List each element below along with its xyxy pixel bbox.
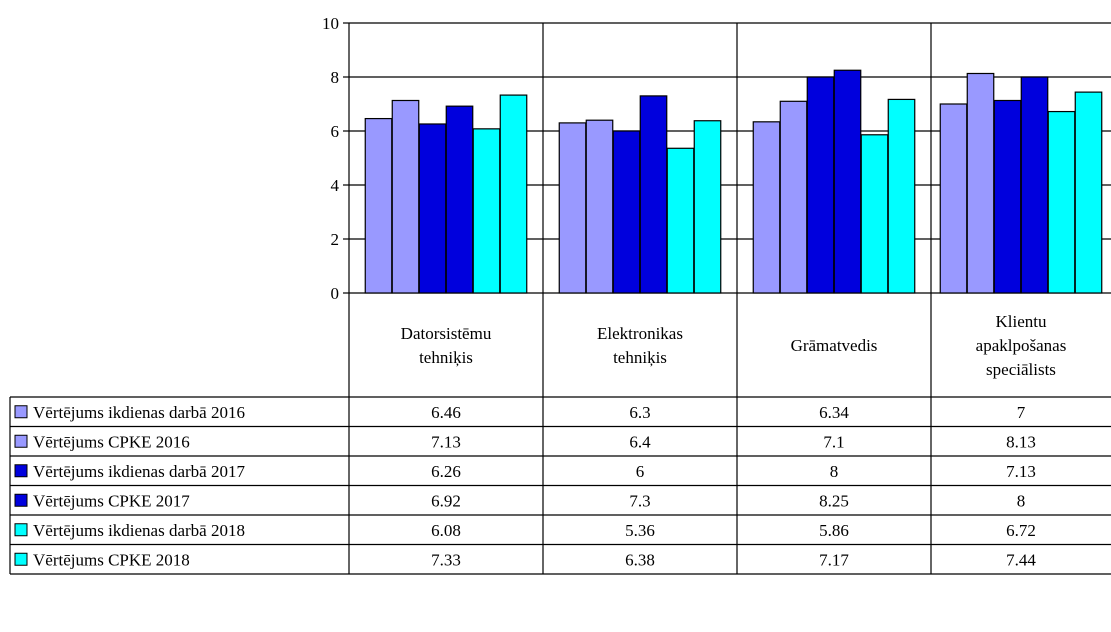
bar bbox=[472, 128, 501, 294]
bar bbox=[666, 147, 695, 294]
data-cell-value: 7.13 bbox=[431, 432, 461, 451]
category-label: Datorsistēmu tehniķis bbox=[401, 324, 492, 367]
data-cell-value: 6.26 bbox=[431, 462, 461, 481]
data-cell-value: 7.1 bbox=[823, 432, 844, 451]
y-tick-label: 10 bbox=[322, 14, 339, 33]
data-cell-value: 8 bbox=[830, 462, 839, 481]
bar bbox=[1047, 110, 1076, 294]
y-tick-label: 4 bbox=[331, 176, 340, 195]
legend-label: Vērtējums CPKE 2018 bbox=[33, 550, 190, 569]
y-tick-label: 2 bbox=[331, 230, 340, 249]
bar bbox=[860, 134, 889, 294]
y-tick-label: 0 bbox=[331, 284, 340, 303]
bar bbox=[585, 119, 614, 294]
data-cell-value: 7.33 bbox=[431, 550, 461, 569]
bar bbox=[1020, 76, 1049, 294]
chart-bars bbox=[364, 69, 1103, 294]
bar bbox=[418, 123, 447, 294]
legend-label: Vērtējums CPKE 2017 bbox=[33, 491, 190, 510]
bar bbox=[939, 103, 968, 294]
data-cell-value: 6.34 bbox=[819, 403, 849, 422]
category-label-line: Elektronikas bbox=[597, 324, 683, 343]
category-label-line: apaklpošanas bbox=[976, 336, 1067, 355]
category-label-line: speciālists bbox=[986, 360, 1056, 379]
legend-swatch bbox=[14, 434, 28, 448]
legend-label: Vērtējums ikdienas darbā 2018 bbox=[33, 521, 245, 540]
bar bbox=[558, 122, 587, 294]
data-cell-value: 6.46 bbox=[431, 403, 461, 422]
category-label-line: Datorsistēmu bbox=[401, 324, 492, 343]
y-tick-label: 6 bbox=[331, 122, 340, 141]
y-axis: 0 2 4 6 8 10 bbox=[322, 14, 349, 303]
bar bbox=[364, 117, 393, 294]
bar bbox=[693, 120, 722, 294]
legend-swatch bbox=[14, 523, 28, 537]
category-label-line: tehniķis bbox=[613, 348, 667, 367]
data-cell-value: 8.25 bbox=[819, 491, 849, 510]
legend-swatch bbox=[14, 552, 28, 566]
data-cell-value: 8.13 bbox=[1006, 432, 1036, 451]
legend-swatch bbox=[14, 493, 28, 507]
data-cell-value: 6 bbox=[636, 462, 645, 481]
bar bbox=[966, 72, 995, 294]
bar bbox=[779, 100, 808, 294]
data-cell-value: 7.13 bbox=[1006, 462, 1036, 481]
data-cell-value: 6.08 bbox=[431, 521, 461, 540]
bar bbox=[612, 130, 641, 294]
bar bbox=[806, 76, 835, 294]
bar bbox=[391, 99, 420, 294]
data-cell-value: 6.4 bbox=[629, 432, 651, 451]
category-label: Klientu apaklpošanas speciālists bbox=[976, 312, 1067, 379]
legend-label: Vērtējums CPKE 2016 bbox=[33, 432, 190, 451]
bar bbox=[499, 94, 528, 294]
data-cell-value: 6.92 bbox=[431, 491, 461, 510]
data-cell-value: 7 bbox=[1017, 403, 1026, 422]
data-cell-value: 8 bbox=[1017, 491, 1026, 510]
data-cell-value: 6.38 bbox=[625, 550, 655, 569]
bar bbox=[833, 69, 862, 294]
category-label: Grāmatvedis bbox=[791, 336, 878, 355]
category-label-line: tehniķis bbox=[419, 348, 473, 367]
data-cell-value: 7.17 bbox=[819, 550, 849, 569]
data-cell-value: 5.86 bbox=[819, 521, 849, 540]
data-cell-value: 6.3 bbox=[629, 403, 650, 422]
data-cell-value: 6.72 bbox=[1006, 521, 1036, 540]
legend-swatch bbox=[14, 464, 28, 478]
bar bbox=[639, 95, 668, 294]
category-label-line: Grāmatvedis bbox=[791, 336, 878, 355]
legend-label: Vērtējums ikdienas darbā 2016 bbox=[33, 403, 245, 422]
data-cell-value: 7.44 bbox=[1006, 550, 1036, 569]
legend-swatch bbox=[14, 405, 28, 419]
legend-label: Vērtējums ikdienas darbā 2017 bbox=[33, 462, 245, 481]
bar bbox=[1074, 91, 1103, 294]
y-tick-label: 8 bbox=[331, 68, 340, 87]
bar bbox=[887, 98, 916, 294]
category-label: Elektronikas tehniķis bbox=[597, 324, 683, 367]
bar bbox=[752, 121, 781, 294]
data-cell-value: 5.36 bbox=[625, 521, 655, 540]
bar bbox=[445, 105, 474, 294]
bar bbox=[993, 99, 1022, 294]
data-cell-value: 7.3 bbox=[629, 491, 650, 510]
data-table: Datorsistēmu tehniķis Elektronikas tehniķis… bbox=[9, 23, 1111, 575]
category-label-line: Klientu bbox=[996, 312, 1047, 331]
